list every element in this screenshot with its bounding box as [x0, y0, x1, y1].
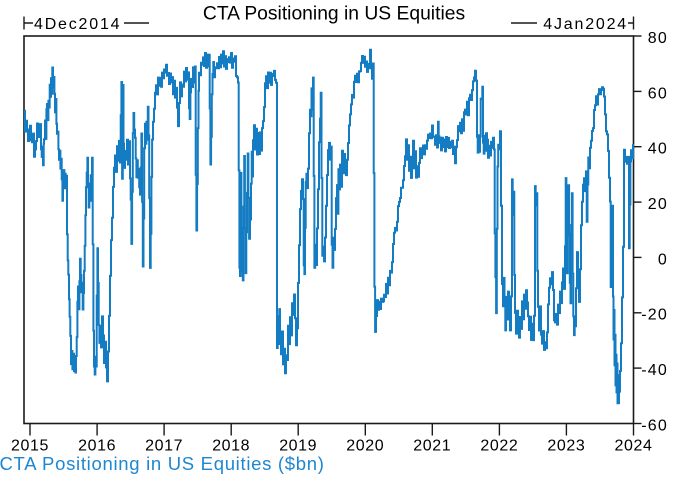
svg-text:CTA Positioning in US Equities: CTA Positioning in US Equities ($bn)	[0, 453, 325, 474]
svg-text:-20: -20	[641, 307, 668, 324]
svg-text:2024: 2024	[615, 438, 653, 455]
svg-text:2015: 2015	[11, 438, 49, 455]
svg-text:2016: 2016	[78, 438, 116, 455]
svg-text:40: 40	[648, 141, 668, 158]
svg-text:2021: 2021	[413, 438, 451, 455]
svg-text:4Dec2014: 4Dec2014	[34, 16, 121, 33]
svg-text:60: 60	[648, 85, 668, 102]
svg-text:0: 0	[658, 251, 668, 268]
svg-text:20: 20	[648, 196, 668, 213]
svg-text:-60: -60	[641, 417, 668, 434]
svg-text:-40: -40	[641, 362, 668, 379]
svg-text:4Jan2024: 4Jan2024	[543, 16, 628, 33]
svg-text:2020: 2020	[346, 438, 384, 455]
svg-text:2018: 2018	[212, 438, 250, 455]
svg-text:2023: 2023	[547, 438, 585, 455]
svg-text:2022: 2022	[480, 438, 518, 455]
svg-text:80: 80	[648, 30, 668, 47]
svg-text:2019: 2019	[279, 438, 317, 455]
svg-text:CTA Positioning in US Equities: CTA Positioning in US Equities	[203, 4, 465, 25]
svg-text:2017: 2017	[145, 438, 183, 455]
